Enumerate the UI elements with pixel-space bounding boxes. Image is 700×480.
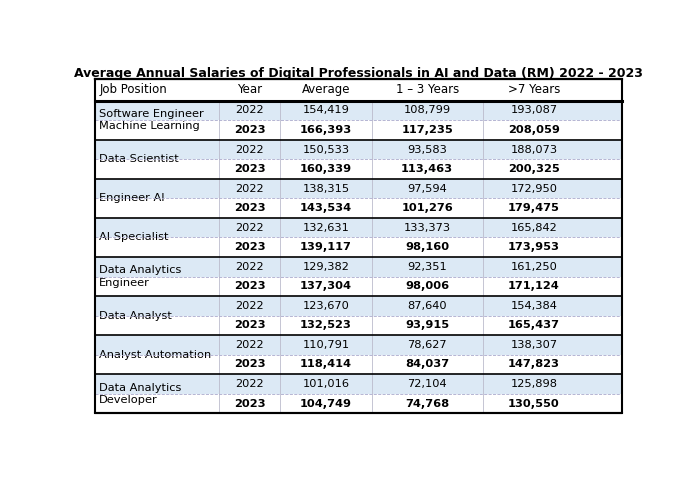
- Text: Engineer AI: Engineer AI: [99, 193, 165, 204]
- Text: 2022: 2022: [235, 379, 264, 389]
- Bar: [95, 120, 622, 140]
- Bar: [95, 257, 622, 276]
- Text: 2023: 2023: [234, 360, 265, 370]
- Text: >7 Years: >7 Years: [508, 84, 560, 96]
- Text: 137,304: 137,304: [300, 281, 352, 291]
- Text: 2022: 2022: [235, 106, 264, 116]
- Text: 133,373: 133,373: [404, 223, 451, 233]
- Bar: [95, 101, 622, 120]
- Text: Data Analytics
Developer: Data Analytics Developer: [99, 383, 181, 405]
- Text: 2023: 2023: [234, 398, 265, 408]
- Text: 101,276: 101,276: [401, 203, 453, 213]
- Text: Software Engineer
Machine Learning: Software Engineer Machine Learning: [99, 109, 204, 132]
- Text: Data Scientist: Data Scientist: [99, 155, 179, 164]
- Text: 2023: 2023: [234, 164, 265, 174]
- Text: 139,117: 139,117: [300, 242, 352, 252]
- Text: 113,463: 113,463: [401, 164, 454, 174]
- Text: Data Analyst: Data Analyst: [99, 311, 172, 321]
- Text: 166,393: 166,393: [300, 125, 352, 135]
- Text: 154,419: 154,419: [302, 106, 349, 116]
- Bar: [95, 238, 622, 257]
- Bar: [95, 198, 622, 218]
- Text: 2023: 2023: [234, 203, 265, 213]
- Text: 72,104: 72,104: [407, 379, 447, 389]
- Text: Year: Year: [237, 84, 262, 96]
- Text: 200,325: 200,325: [508, 164, 560, 174]
- Text: 208,059: 208,059: [508, 125, 560, 135]
- Text: 179,475: 179,475: [508, 203, 560, 213]
- Bar: [95, 159, 622, 179]
- Text: 138,307: 138,307: [510, 340, 557, 350]
- Text: 165,437: 165,437: [508, 321, 560, 330]
- Text: Average Annual Salaries of Digital Professionals in AI and Data (RM) 2022 - 2023: Average Annual Salaries of Digital Profe…: [74, 67, 643, 80]
- Text: 125,898: 125,898: [510, 379, 557, 389]
- Bar: [95, 394, 622, 413]
- Text: 87,640: 87,640: [407, 301, 447, 311]
- Bar: [95, 79, 622, 101]
- Text: 161,250: 161,250: [510, 262, 557, 272]
- Text: 84,037: 84,037: [405, 360, 449, 370]
- Text: 154,384: 154,384: [510, 301, 557, 311]
- Text: 132,523: 132,523: [300, 321, 352, 330]
- Text: 92,351: 92,351: [407, 262, 447, 272]
- Text: 172,950: 172,950: [510, 184, 557, 193]
- Bar: [95, 335, 622, 355]
- Text: 108,799: 108,799: [404, 106, 451, 116]
- Text: 93,583: 93,583: [407, 144, 447, 155]
- Text: 138,315: 138,315: [302, 184, 349, 193]
- Bar: [95, 355, 622, 374]
- Text: 118,414: 118,414: [300, 360, 352, 370]
- Text: 2023: 2023: [234, 321, 265, 330]
- Text: AI Specialist: AI Specialist: [99, 232, 169, 242]
- Text: 147,823: 147,823: [508, 360, 560, 370]
- Text: 1 – 3 Years: 1 – 3 Years: [395, 84, 458, 96]
- Text: Data Analytics
Engineer: Data Analytics Engineer: [99, 265, 181, 288]
- Text: 173,953: 173,953: [508, 242, 560, 252]
- Text: 2022: 2022: [235, 340, 264, 350]
- Text: 2023: 2023: [234, 125, 265, 135]
- Text: 165,842: 165,842: [510, 223, 557, 233]
- Text: Average: Average: [302, 84, 350, 96]
- Text: 171,124: 171,124: [508, 281, 560, 291]
- Bar: [95, 218, 622, 238]
- Text: 2022: 2022: [235, 262, 264, 272]
- Text: 132,631: 132,631: [302, 223, 349, 233]
- Text: 74,768: 74,768: [405, 398, 449, 408]
- Text: Analyst Automation: Analyst Automation: [99, 350, 211, 360]
- Text: 188,073: 188,073: [510, 144, 557, 155]
- Text: 98,006: 98,006: [405, 281, 449, 291]
- Text: 93,915: 93,915: [405, 321, 449, 330]
- Bar: [95, 276, 622, 296]
- Text: 98,160: 98,160: [405, 242, 449, 252]
- Bar: [95, 179, 622, 198]
- Bar: [95, 296, 622, 316]
- Text: 143,534: 143,534: [300, 203, 352, 213]
- Text: 97,594: 97,594: [407, 184, 447, 193]
- Text: 2022: 2022: [235, 144, 264, 155]
- Text: 110,791: 110,791: [302, 340, 349, 350]
- Bar: [95, 316, 622, 335]
- Bar: [95, 140, 622, 159]
- Text: 2022: 2022: [235, 301, 264, 311]
- Text: 150,533: 150,533: [302, 144, 349, 155]
- Text: Job Position: Job Position: [99, 84, 167, 96]
- Text: 101,016: 101,016: [302, 379, 349, 389]
- Text: 117,235: 117,235: [401, 125, 453, 135]
- Text: 2022: 2022: [235, 184, 264, 193]
- Text: 130,550: 130,550: [508, 398, 560, 408]
- Text: 2022: 2022: [235, 223, 264, 233]
- Text: 129,382: 129,382: [302, 262, 349, 272]
- Text: 78,627: 78,627: [407, 340, 447, 350]
- Text: 104,749: 104,749: [300, 398, 352, 408]
- Text: 160,339: 160,339: [300, 164, 352, 174]
- Text: 2023: 2023: [234, 242, 265, 252]
- Text: 193,087: 193,087: [510, 106, 557, 116]
- Text: 2023: 2023: [234, 281, 265, 291]
- Bar: [95, 374, 622, 394]
- Text: 123,670: 123,670: [302, 301, 349, 311]
